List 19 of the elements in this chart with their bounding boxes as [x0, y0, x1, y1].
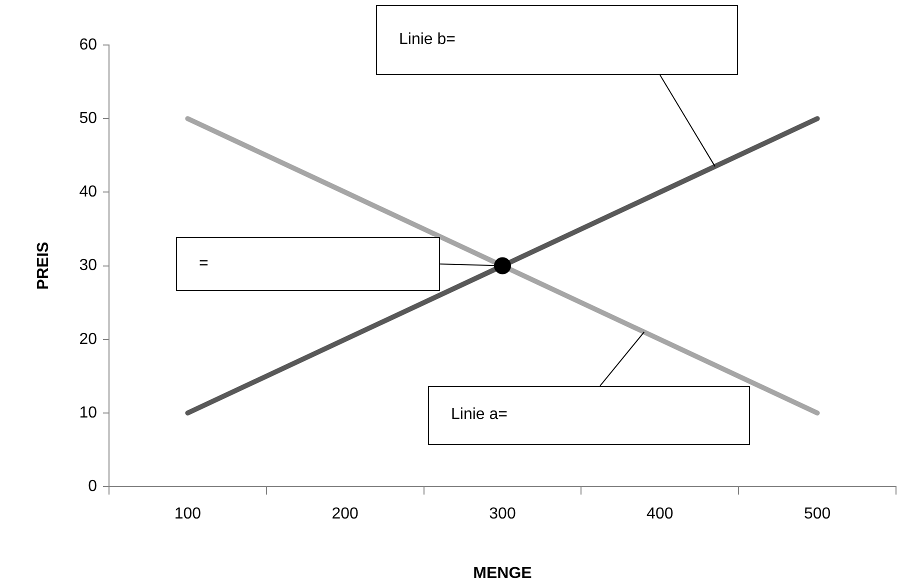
- x-tick-label: 100: [174, 506, 202, 523]
- y-tick-label: 0: [88, 478, 98, 496]
- x-tick-label: 200: [332, 506, 359, 523]
- x-tick-label: 300: [489, 506, 516, 523]
- y-tick-label: 40: [79, 184, 98, 201]
- y-axis-title: PREIS: [35, 241, 52, 290]
- annotation: Linie b=: [399, 31, 456, 49]
- x-tick-label: 500: [804, 506, 831, 523]
- y-tick-label: 60: [79, 36, 98, 54]
- x-axis-title: MENGE: [473, 564, 532, 582]
- y-tick-label: 30: [79, 257, 98, 274]
- y-tick-label: 10: [79, 404, 98, 422]
- callout: Linie a=: [428, 332, 751, 446]
- annotation: Linie a=: [451, 406, 508, 424]
- callout: Linie b=: [376, 5, 739, 168]
- y-tick-label: 50: [79, 110, 98, 128]
- x-tick-label: 400: [646, 506, 674, 523]
- y-tick-label: 20: [79, 330, 98, 348]
- annotation: =: [199, 255, 208, 273]
